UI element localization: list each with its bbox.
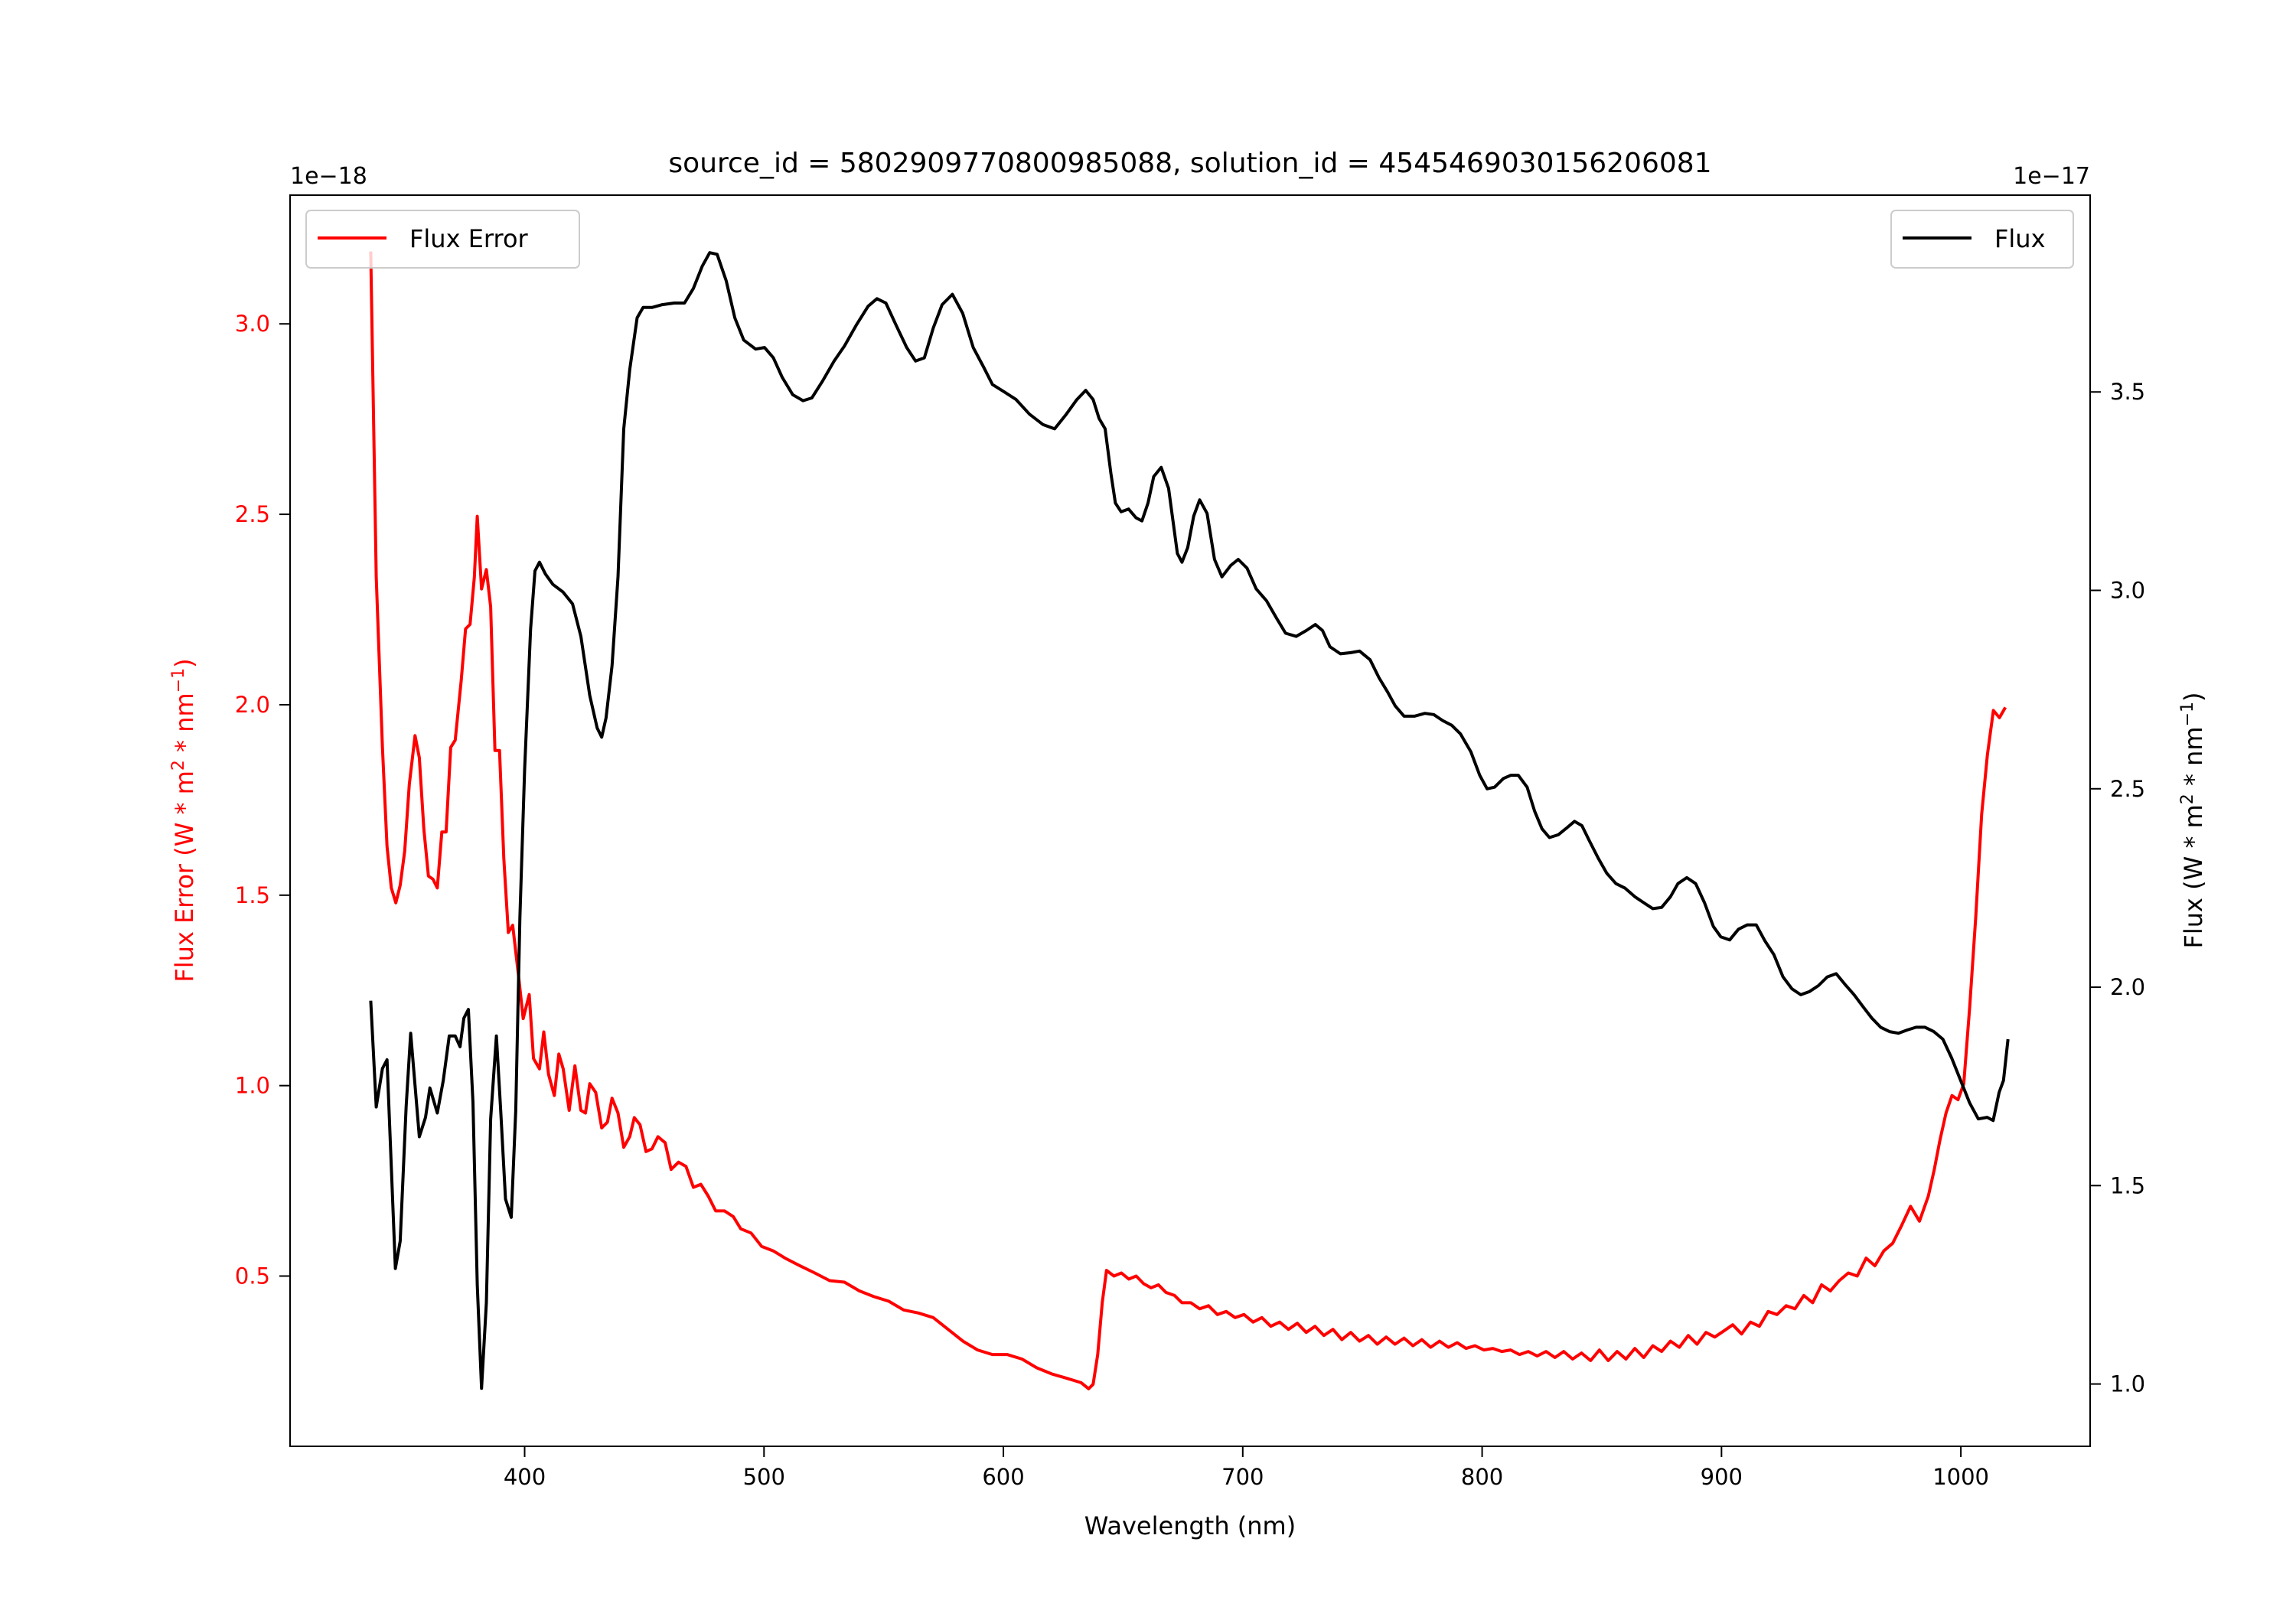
series-line-flux: [369, 251, 2010, 1390]
right-y-tick-label: 3.0: [2110, 577, 2145, 603]
right-y-axis-ticks: 1.0 1.5 2.0 2.5 3.0 3.5: [2090, 379, 2145, 1397]
left-label-sup1: 2: [169, 760, 188, 771]
chart-title: source_id = 5802909770800985088, solutio…: [668, 148, 1711, 179]
left-y-axis-ticks: 0.5 1.0 1.5 2.0 2.5 3.0: [235, 311, 290, 1289]
x-tick-label: 700: [1221, 1464, 1264, 1490]
right-label-mid: * nm: [2179, 726, 2208, 794]
x-tick-label: 400: [504, 1464, 546, 1490]
series-line-flux-error: [369, 251, 2007, 1390]
legend-label: Flux: [1994, 224, 2046, 253]
legend-flux-error: Flux Error: [305, 210, 580, 269]
right-y-tick-label: 2.5: [2110, 776, 2145, 802]
right-label-sup2: −1: [2178, 702, 2197, 726]
left-y-tick-label: 1.0: [235, 1073, 270, 1099]
legend-frame: [1890, 210, 2074, 269]
left-label-mid: * nm: [170, 693, 199, 760]
x-tick-label: 1000: [1932, 1464, 1989, 1490]
right-y-tick-label: 3.5: [2110, 379, 2145, 405]
left-y-tick-label: 1.5: [235, 882, 270, 908]
right-y-tick-label: 1.0: [2110, 1371, 2145, 1397]
right-y-tick-label: 1.5: [2110, 1172, 2145, 1198]
x-tick-label: 800: [1461, 1464, 1503, 1490]
legend-frame: [305, 210, 580, 269]
right-label-sup1: 2: [2178, 794, 2197, 804]
legend-flux: Flux: [1890, 210, 2074, 269]
x-tick-label: 500: [743, 1464, 785, 1490]
left-label-sup2: −1: [169, 668, 188, 693]
left-y-tick-label: 0.5: [235, 1263, 270, 1289]
left-label-end: ): [170, 658, 199, 667]
plot-area: [369, 251, 2010, 1390]
x-tick-label: 600: [982, 1464, 1024, 1490]
x-axis-ticks: 400 500 600 700 800 900 1000: [504, 1446, 1989, 1490]
left-y-axis-label: Flux Error (W * m2 * nm−1): [169, 658, 200, 982]
right-y-tick-label: 2.0: [2110, 974, 2145, 1000]
x-tick-label: 900: [1701, 1464, 1743, 1490]
right-label-end: ): [2179, 692, 2208, 701]
right-label-main: Flux (W * m: [2179, 804, 2208, 948]
right-y-axis-label: Flux (W * m2 * nm−1): [2178, 692, 2209, 948]
x-axis-label: Wavelength (nm): [1084, 1511, 1296, 1540]
left-y-tick-label: 3.0: [235, 311, 270, 337]
left-y-tick-label: 2.0: [235, 692, 270, 718]
axes-frame: [289, 194, 2091, 1447]
left-offset-text: 1e−18: [290, 163, 367, 190]
right-offset-text: 1e−17: [2013, 163, 2090, 190]
left-label-main: Flux Error (W * m: [170, 771, 199, 983]
legend-label: Flux Error: [409, 224, 529, 253]
left-y-tick-label: 2.5: [235, 501, 270, 527]
